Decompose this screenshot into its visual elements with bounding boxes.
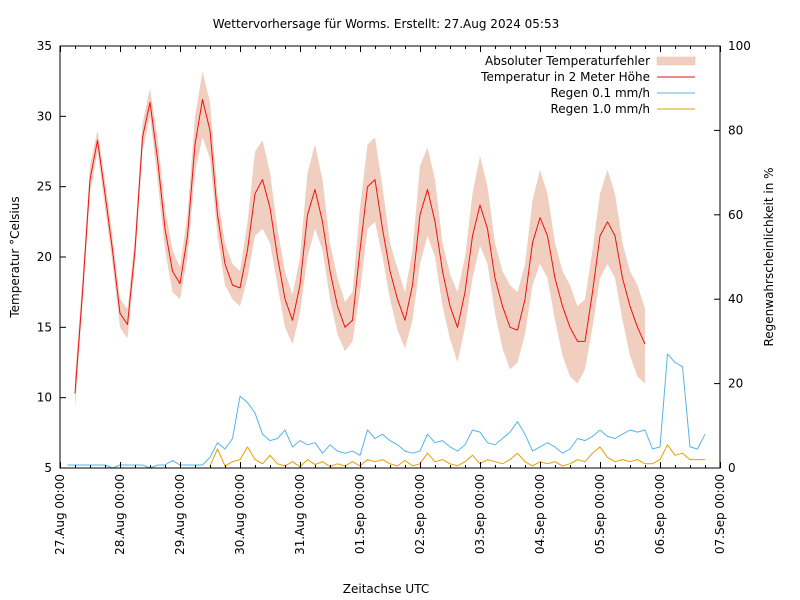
x-tick-label: 30.Aug 00:00	[233, 474, 247, 555]
y2-tick-label: 40	[728, 292, 743, 306]
rain-0-1-line	[67, 353, 706, 469]
legend-label: Regen 1.0 mm/h	[550, 102, 650, 116]
y-tick-label: 20	[37, 250, 52, 264]
x-tick-label: 02.Sep 00:00	[413, 474, 427, 554]
y2-tick-label: 100	[728, 39, 751, 53]
y2-tick-label: 20	[728, 377, 743, 391]
x-tick-label: 31.Aug 00:00	[293, 474, 307, 555]
y-tick-label: 5	[44, 461, 52, 475]
x-tick-label: 04.Sep 00:00	[533, 474, 547, 554]
x-tick-label: 29.Aug 00:00	[173, 474, 187, 555]
y-axis-label: Temperatur °Celsius	[8, 196, 22, 318]
y-tick-label: 10	[37, 391, 52, 405]
rain-1-0-line	[209, 444, 705, 468]
x-tick-label: 05.Sep 00:00	[593, 474, 607, 554]
x-tick-label: 27.Aug 00:00	[53, 474, 67, 555]
x-tick-label: 03.Sep 00:00	[473, 474, 487, 554]
legend: Absoluter Temperaturfehler Temperatur in …	[480, 54, 696, 116]
temperature-error-band-layer	[75, 71, 645, 409]
legend-swatch-band	[656, 56, 696, 66]
y2-axis-label: Regenwahrscheinlichkeit in %	[762, 167, 776, 346]
temperature-error-band	[75, 71, 645, 409]
x-tick-label: 01.Sep 00:00	[353, 474, 367, 554]
x-tick-label: 07.Sep 00:00	[713, 474, 727, 554]
legend-label: Absoluter Temperaturfehler	[485, 54, 650, 68]
y-tick-label: 35	[37, 39, 52, 53]
y2-tick-labels: 0 20 40 60 80 100	[728, 39, 751, 475]
series-lines-layer	[67, 99, 706, 469]
x-tick-label: 06.Sep 00:00	[653, 474, 667, 554]
temperature-line	[74, 99, 646, 394]
legend-label: Regen 0.1 mm/h	[550, 86, 650, 100]
y-tick-labels: 5 10 15 20 25 30 35	[37, 39, 52, 475]
y-tick-label: 15	[37, 320, 52, 334]
x-tick-label: 28.Aug 00:00	[113, 474, 127, 555]
y2-tick-label: 60	[728, 208, 743, 222]
y-tick-label: 30	[37, 109, 52, 123]
y2-tick-label: 80	[728, 123, 743, 137]
x-tick-labels: 27.Aug 00:00 28.Aug 00:00 29.Aug 00:00 30.A…	[53, 474, 727, 555]
x-axis-label: Zeitachse UTC	[343, 582, 429, 596]
axis-ticks-layer	[60, 45, 721, 469]
y2-tick-label: 0	[728, 461, 736, 475]
chart-title: Wettervorhersage für Worms. Erstellt: 27…	[213, 17, 560, 31]
y-tick-label: 25	[37, 180, 52, 194]
legend-label: Temperatur in 2 Meter Höhe	[480, 70, 650, 84]
